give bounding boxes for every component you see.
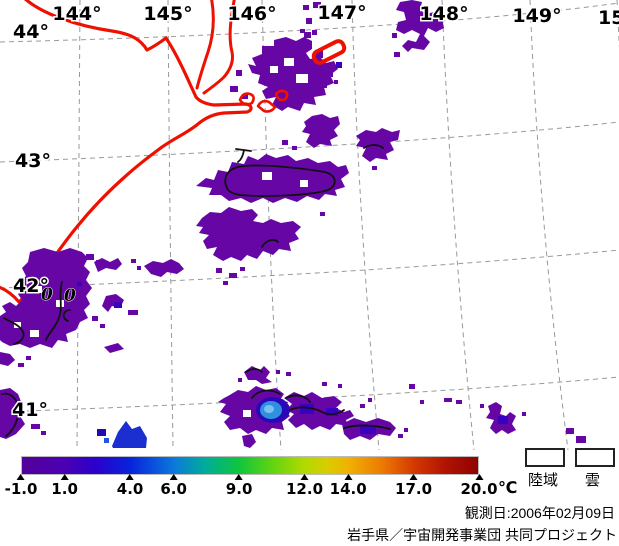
tick-marker-icon: [235, 474, 244, 480]
lat-label-42: 42°: [13, 275, 49, 297]
tick-label: 6.0: [160, 480, 187, 498]
graticule-labels: 144° 145° 146° 147° 148° 149° 150° 44° 4…: [11, 1, 619, 423]
colorbar-tick: 1.0: [51, 474, 78, 498]
colorbar-tick: -1.0: [4, 474, 38, 498]
sst-warm-core: [256, 397, 290, 423]
sst-blue-blob: [97, 421, 147, 448]
habomai-islets: [238, 89, 289, 113]
sst-map: 0 0 144° 145° 146° 147° 148° 149° 150° 4…: [0, 0, 619, 450]
tick-label: 17.0: [395, 480, 433, 498]
lon-label-147: 147°: [317, 2, 366, 24]
tick-label: 1.0: [51, 480, 78, 498]
tick-marker-icon: [17, 474, 25, 480]
tick-marker-icon: [474, 474, 483, 480]
lon-label-149: 149°: [512, 5, 561, 27]
legend-label-cloud: 雲: [585, 472, 601, 489]
colorbar-tick: 17.0: [395, 474, 432, 498]
legend-swatch-land: [525, 448, 565, 467]
tick-label: 20.0: [460, 480, 498, 498]
colorbar-ticks: -1.0 1.0 4.0 6.0 9.0 12.0 14.0 17.0 20.0: [0, 474, 619, 500]
tick-marker-icon: [60, 474, 69, 480]
coastline-kunashiri: [195, 0, 236, 95]
colorbar-tick: 20.0: [460, 474, 498, 498]
lat-label-44: 44°: [13, 21, 49, 43]
tick-label: -1.0: [4, 480, 38, 498]
contour-label-zero-1: 0: [41, 285, 53, 305]
tick-label: 14.0: [329, 480, 367, 498]
tick-marker-icon: [126, 474, 135, 480]
lat-label-43: 43°: [15, 150, 51, 172]
legend-swatch-cloud: [575, 448, 615, 467]
lon-label-148: 148°: [419, 3, 468, 25]
lon-label-146: 146°: [227, 3, 276, 25]
colorbar-tick: 14.0: [330, 474, 367, 498]
observation-date: 観測日:2006年02月09日: [464, 505, 615, 521]
lon-label-144: 144°: [52, 3, 101, 25]
lon-label-150: 150°: [598, 7, 619, 29]
colorbar-tick: 6.0: [160, 474, 187, 498]
sst-blobs: [0, 0, 586, 448]
tick-marker-icon: [169, 474, 178, 480]
legend-label-land: 陸域: [528, 472, 559, 489]
shikotan-island-outline: [311, 39, 347, 65]
tick-label: 9.0: [225, 480, 253, 498]
sst-dark-patches: [77, 62, 508, 434]
tick-marker-icon: [409, 474, 418, 480]
temperature-contours: [1, 144, 391, 437]
credit-line: 岩手県／宇宙開発事業団 共同プロジェクト: [347, 527, 617, 543]
lon-label-145: 145°: [143, 3, 192, 25]
colorbar-tick: 12.0: [286, 474, 323, 498]
tick-label: 4.0: [116, 480, 144, 498]
colorbar-tick: 4.0: [116, 474, 144, 498]
colorbar-tick: 9.0: [225, 474, 253, 498]
tick-marker-icon: [300, 474, 309, 480]
tick-label: 12.0: [285, 480, 324, 498]
contour-label-zero-2: 0: [64, 286, 76, 306]
colorbar-unit: ℃: [498, 478, 518, 497]
colorbar-gradient: [21, 456, 479, 475]
lat-label-41: 41°: [12, 399, 48, 421]
tick-marker-icon: [344, 474, 353, 480]
